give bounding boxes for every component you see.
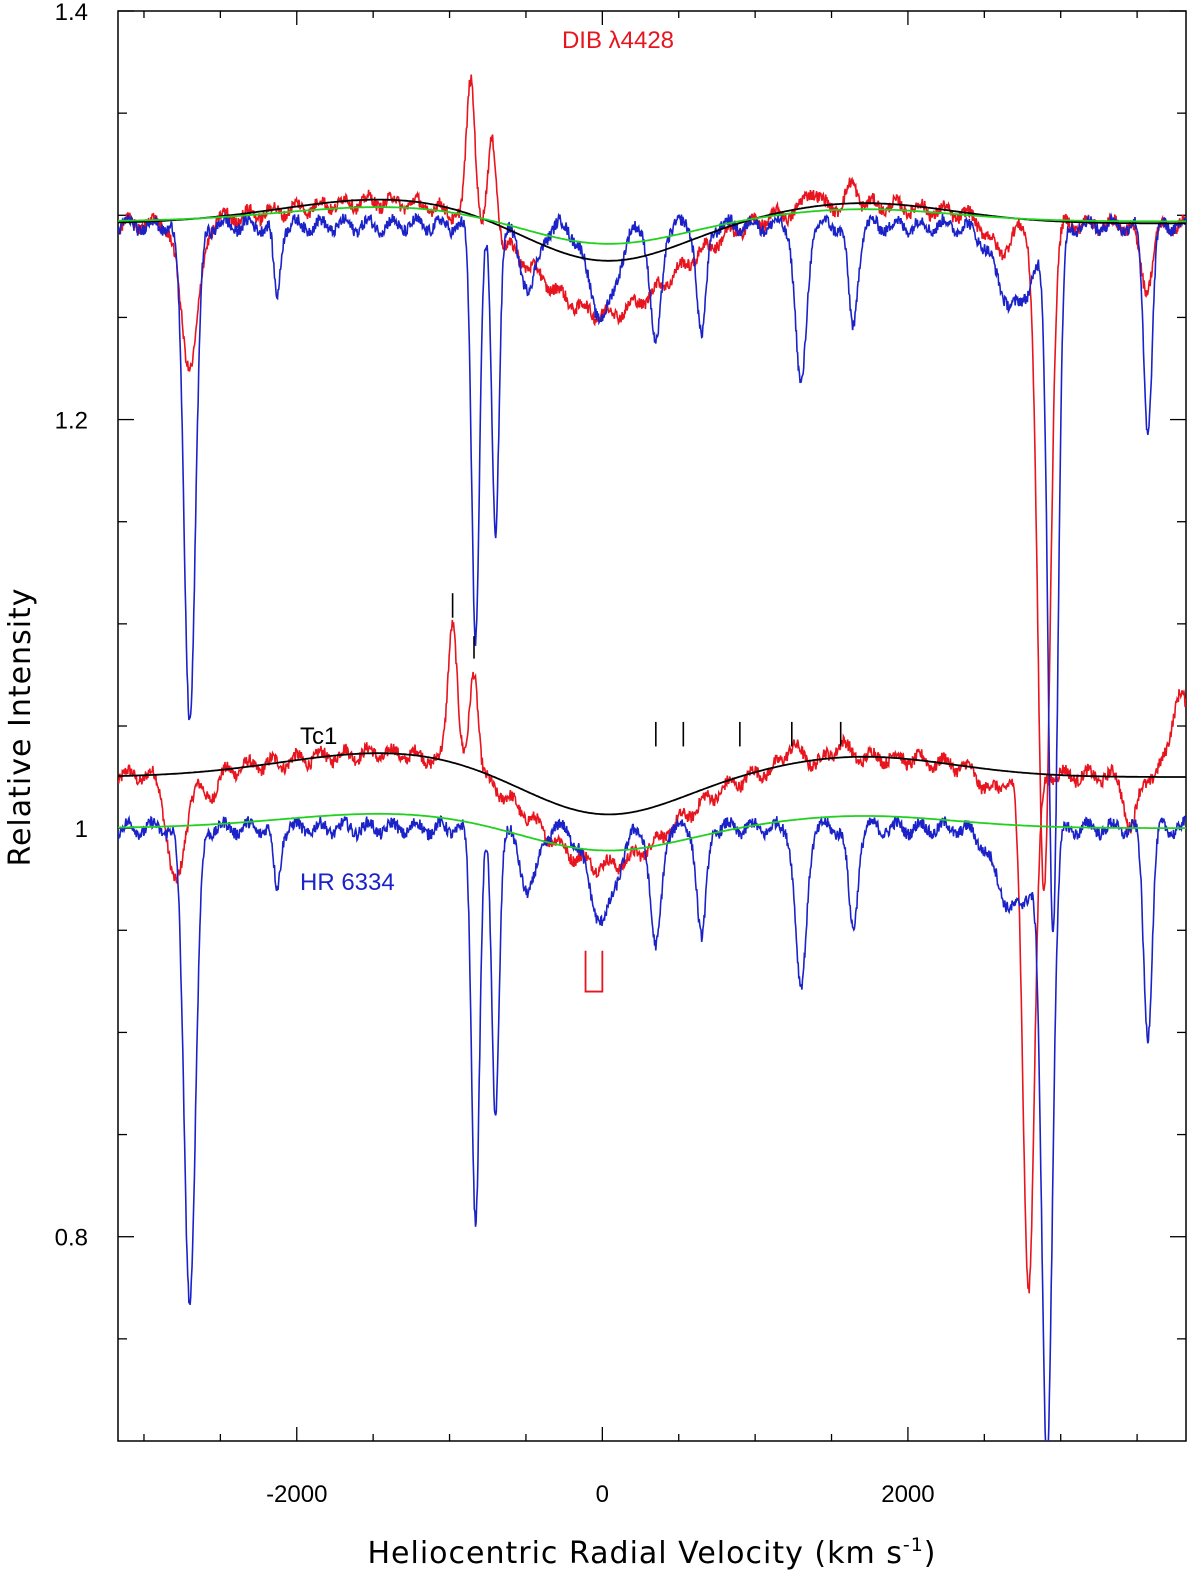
y-tick-label: 1.4 [55, 0, 88, 26]
x-tick-label: 2000 [881, 1481, 934, 1508]
hr6334-label: HR 6334 [300, 869, 395, 896]
x-axis-title: Heliocentric Radial Velocity (km s-1) [367, 1534, 936, 1571]
y-axis-title: Relative Intensity [3, 587, 38, 866]
series-tc1_lower [118, 619, 1186, 1294]
fit-tc1-lower [118, 752, 1186, 816]
y-tick-label: 0.8 [55, 1225, 88, 1252]
series-hr6334_upper [118, 212, 1186, 933]
x-tick-label: -2000 [266, 1481, 327, 1508]
fit-hr6334-upper [118, 206, 1186, 245]
dib-label: DIB λ4428 [562, 27, 674, 54]
x-axis-title-sup: -1 [903, 1534, 924, 1556]
axis-tick-labels: -2000 0 2000 0.8 1 1.2 1.4 [55, 0, 935, 1508]
fit-hr6334-lower [118, 812, 1186, 852]
series-tc1_upper [118, 74, 1186, 891]
y-tick-label: 1 [75, 816, 88, 843]
x-axis-title-main: Heliocentric Radial Velocity (km s [367, 1536, 902, 1571]
x-tick-label: 0 [596, 1481, 609, 1508]
fit-tc1-upper [118, 198, 1186, 262]
tc1-label: Tc1 [300, 723, 337, 750]
axis-ticks [118, 10, 1186, 1441]
series-hr6334_lower [118, 814, 1186, 1441]
series-layer [118, 74, 1186, 1441]
line-markers [451, 593, 842, 993]
y-tick-label: 1.2 [55, 408, 88, 435]
dib-bracket [584, 950, 604, 993]
x-axis-title-tail: ) [924, 1536, 937, 1571]
